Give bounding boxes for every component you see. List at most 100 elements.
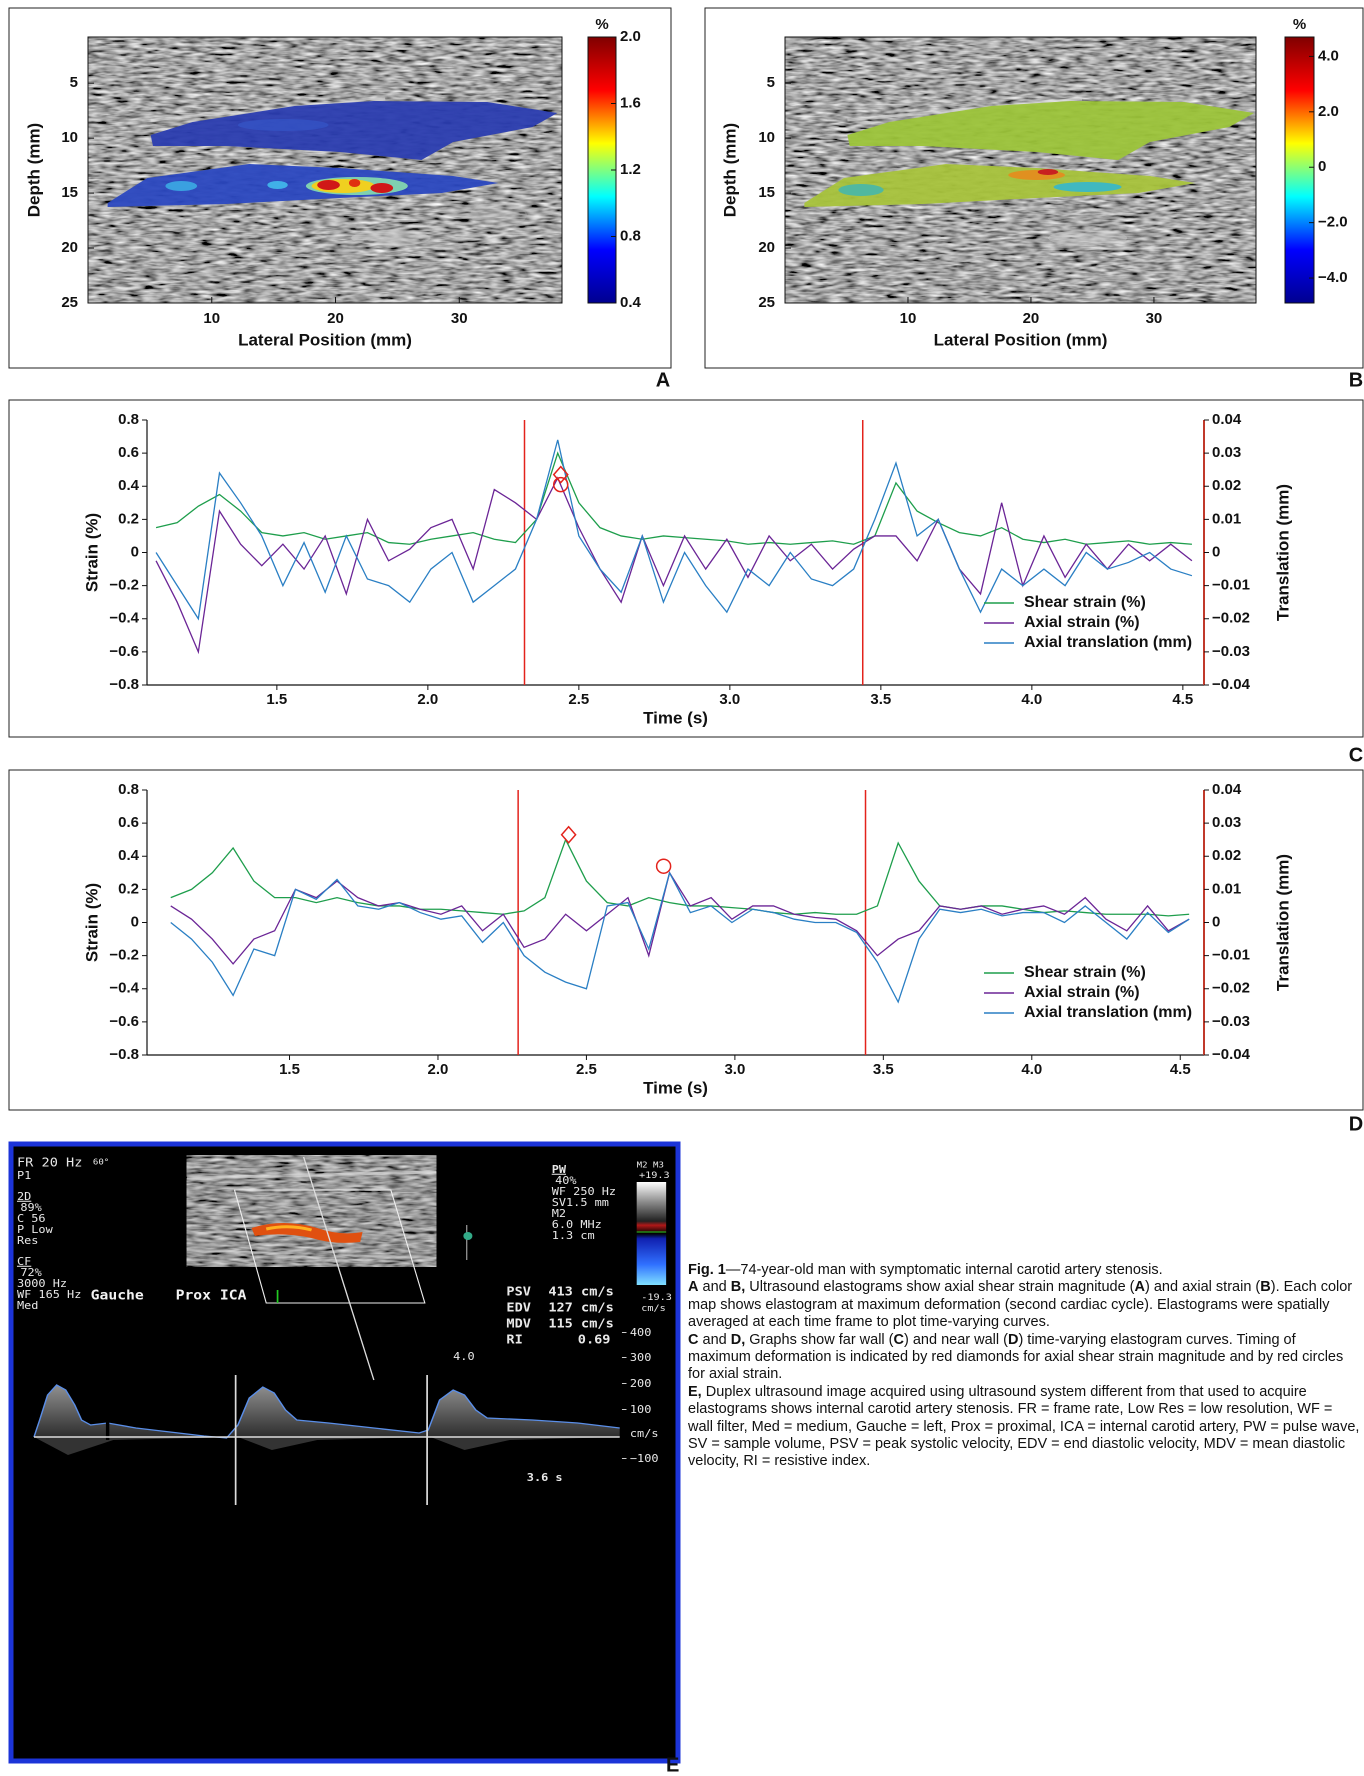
y-tick-label: 0.4 xyxy=(118,847,140,864)
x-tick-label: 4.5 xyxy=(1172,691,1193,708)
caption-bold: B, xyxy=(730,1279,746,1296)
caption-bold: E, xyxy=(688,1383,702,1400)
x-tick-label: 4.5 xyxy=(1170,1061,1191,1078)
colorbar-tick-label: 0.8 xyxy=(620,227,641,244)
elastogram-a xyxy=(107,97,558,246)
x-tick-label: 3.5 xyxy=(870,691,891,708)
caption-bold: A xyxy=(688,1279,699,1296)
mode-2d: 2D xyxy=(17,1190,32,1202)
setting-res: Res xyxy=(17,1234,38,1246)
velocity-scale: 200 xyxy=(630,1377,652,1389)
caption-paragraph: C and D, Graphs show far wall (C) and ne… xyxy=(688,1332,1360,1384)
y-axis-label: Depth (mm) xyxy=(720,123,739,217)
colorbar xyxy=(1284,36,1315,304)
x-tick-label: 10 xyxy=(203,310,220,327)
panel-frame xyxy=(8,7,672,369)
probe-ids: M2 M3 xyxy=(637,1161,664,1170)
velocity-scale: 100 xyxy=(630,1403,652,1415)
colorbar-tick-label: 0.4 xyxy=(620,294,642,311)
colorbar-unit: % xyxy=(1293,16,1306,33)
caption-paragraph: E, Duplex ultrasound image acquired usin… xyxy=(688,1384,1360,1471)
x-tick-label: 3.0 xyxy=(719,691,740,708)
y2-tick-label: 0.01 xyxy=(1212,510,1241,527)
x-tick-label: 3.5 xyxy=(873,1061,894,1078)
panel-frame xyxy=(8,399,1364,738)
legend-label: Axial strain (%) xyxy=(1024,984,1140,1001)
mdv: 115 cm/s xyxy=(548,1317,613,1331)
y-tick-label: 20 xyxy=(61,239,78,256)
elastogram-b xyxy=(804,97,1255,246)
y-tick-label: 15 xyxy=(758,184,775,201)
setting-p: P Low xyxy=(17,1223,53,1235)
velocity-scale: −100 xyxy=(630,1452,659,1464)
y-tick-label: −0.6 xyxy=(109,643,139,660)
y-tick-label: 5 xyxy=(70,74,78,91)
y2-tick-label: −0.03 xyxy=(1212,643,1250,660)
gain-2d: 89% xyxy=(20,1201,42,1213)
y2-tick-label: −0.02 xyxy=(1212,980,1250,997)
wall-filter-pw: WF 250 Hz xyxy=(552,1185,616,1197)
legend-label: Axial strain (%) xyxy=(1024,614,1140,631)
y2-axis-label: Translation (mm) xyxy=(1273,484,1292,621)
x-tick-label: 1.5 xyxy=(266,691,287,708)
probe: M2 xyxy=(552,1207,566,1219)
legend-label: Axial translation (mm) xyxy=(1024,1004,1192,1021)
y-tick-label: −0.6 xyxy=(109,1013,139,1030)
panel-label: A xyxy=(656,369,670,391)
y2-tick-label: 0 xyxy=(1212,913,1220,930)
caption-text: Duplex ultrasound image acquired using u… xyxy=(688,1383,1364,1470)
cf-unit: cm/s xyxy=(641,1303,666,1313)
wall-filter-cf: WF 165 Hz xyxy=(17,1288,81,1300)
velocity-scale: 300 xyxy=(630,1351,652,1363)
y2-tick-label: 0 xyxy=(1212,543,1220,560)
y-tick-label: −0.2 xyxy=(109,577,139,594)
gain-cf: 72% xyxy=(20,1266,42,1278)
y-tick-label: −0.4 xyxy=(109,610,139,627)
y2-tick-label: 0.03 xyxy=(1212,814,1241,831)
cf-max: +19.3 xyxy=(639,1170,670,1180)
caption-bold: A xyxy=(1134,1279,1145,1296)
caption-bold: C xyxy=(893,1331,904,1348)
caption-bold: D, xyxy=(730,1331,746,1348)
max-marker xyxy=(655,858,672,874)
legend-label: Shear strain (%) xyxy=(1024,594,1146,611)
x-axis-label: Time (s) xyxy=(643,1078,708,1097)
colorbar-tick-label: 4.0 xyxy=(1318,47,1339,64)
side: Gauche xyxy=(91,1289,144,1304)
y2-tick-label: −0.04 xyxy=(1212,676,1251,693)
series-line xyxy=(155,451,1192,545)
elastogram-overlays xyxy=(107,97,1255,246)
caption-bold: Fig. 1 xyxy=(688,1262,726,1278)
x-tick-label: 2.5 xyxy=(576,1061,597,1078)
legend-label: Shear strain (%) xyxy=(1024,964,1146,981)
y2-tick-label: 0.04 xyxy=(1212,411,1242,428)
panel-label: E xyxy=(666,1754,679,1776)
mode-cf: CF xyxy=(17,1255,32,1267)
x-tick-label: 30 xyxy=(1146,310,1163,327)
series-line xyxy=(170,871,1190,965)
y2-tick-label: −0.01 xyxy=(1212,577,1250,594)
y-tick-label: −0.2 xyxy=(109,947,139,964)
max-marker xyxy=(560,825,577,844)
y-tick-label: 0.2 xyxy=(118,510,139,527)
x-tick-label: 4.0 xyxy=(1021,1061,1042,1078)
colorbar-tick-label: −4.0 xyxy=(1318,269,1348,286)
psv: 413 cm/s xyxy=(548,1285,613,1299)
caption: Fig. 1—74-year-old man with symptomatic … xyxy=(688,1262,1360,1471)
series-line xyxy=(170,871,1190,1004)
y2-tick-label: 0.02 xyxy=(1212,477,1241,494)
y-axis-label: Strain (%) xyxy=(82,883,101,962)
panel-frame xyxy=(8,769,1364,1111)
ri: 0.69 xyxy=(578,1333,611,1347)
plot-frame xyxy=(784,36,1257,304)
y2-tick-label: 0.02 xyxy=(1212,847,1241,864)
setting-med: Med xyxy=(17,1299,38,1311)
x-tick-label: 2.0 xyxy=(428,1061,449,1078)
mode-pw: PW xyxy=(552,1163,567,1175)
x-tick-label: 2.5 xyxy=(568,691,589,708)
angle: 60° xyxy=(93,1158,109,1167)
caption-text: and xyxy=(698,1279,731,1296)
caption-text: —74-year-old man with symptomatic intern… xyxy=(725,1262,1163,1278)
caption-paragraph: Fig. 1—74-year-old man with symptomatic … xyxy=(688,1262,1360,1279)
